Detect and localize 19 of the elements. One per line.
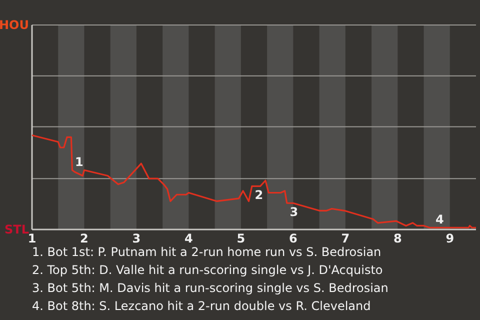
- x-tick-label: 4: [184, 232, 193, 246]
- x-tick-label: 2: [80, 232, 88, 246]
- annotation: 3: [290, 205, 298, 220]
- x-tick-label: 7: [341, 232, 350, 246]
- x-tick-label: 6: [288, 232, 298, 246]
- annotation: 2: [254, 188, 264, 202]
- annotation: 4: [435, 212, 444, 227]
- text: 3. Bot 5th: M. Davis hit a run-scoring single vs S. Bedrosian: [32, 281, 388, 295]
- x-tick-label: 5: [236, 232, 246, 246]
- x-tick-label: 1: [28, 232, 36, 246]
- text: 2. Top 5th: D. Valle hit a run-scoring single vs J. D'Acquisto: [32, 263, 383, 277]
- annotation: 1: [75, 155, 84, 170]
- x-tick-label: 9: [446, 232, 454, 246]
- text: 4. Bot 8th: S. Lezcano hit a 2-run double vs R. Cleveland: [32, 299, 371, 313]
- text: 1. Bot 1st: P. Putnam hit a 2-run home run vs S. Bedrosian: [32, 245, 382, 259]
- text: HOU: [0, 18, 29, 32]
- x-tick-label: 8: [393, 232, 402, 246]
- x-tick-label: 3: [132, 232, 141, 246]
- text: STL: [4, 222, 30, 236]
